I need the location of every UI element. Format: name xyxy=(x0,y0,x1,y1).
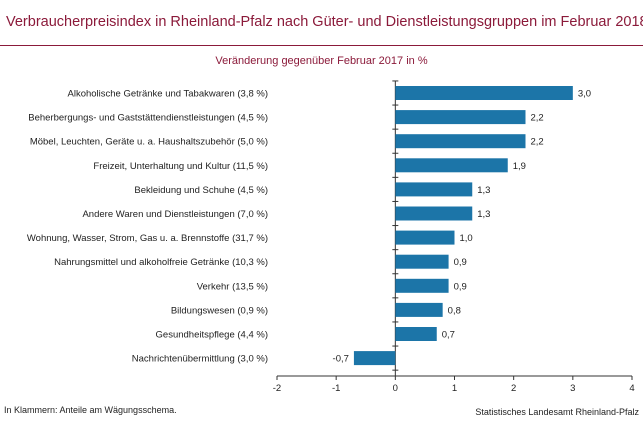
bar xyxy=(395,302,443,317)
x-tick-label: 0 xyxy=(393,383,398,394)
source-note: Statistisches Landesamt Rheinland-Pfalz xyxy=(475,407,639,417)
bar xyxy=(395,158,508,173)
value-label: 0,9 xyxy=(454,281,467,292)
bar xyxy=(395,110,526,125)
x-tick-label: -1 xyxy=(332,383,340,394)
title-divider xyxy=(0,45,643,46)
bar xyxy=(395,254,449,269)
value-label: 0,7 xyxy=(442,330,455,341)
bar xyxy=(395,230,455,245)
bar xyxy=(395,327,437,341)
category-label: Wohnung, Wasser, Strom, Gas u. a. Brenns… xyxy=(27,233,268,244)
value-label: 2,2 xyxy=(531,113,544,124)
x-tick-label: 4 xyxy=(629,383,634,394)
value-label: 3,0 xyxy=(578,89,591,100)
x-tick-label: 2 xyxy=(511,383,516,394)
bar xyxy=(395,206,473,221)
category-label: Möbel, Leuchten, Geräte u. a. Haushaltsz… xyxy=(30,137,268,148)
value-label: 0,8 xyxy=(448,305,461,316)
bar xyxy=(353,351,396,366)
x-tick-label: -2 xyxy=(273,383,281,394)
value-label: 1,0 xyxy=(460,233,473,244)
value-label: 0,9 xyxy=(454,257,467,268)
category-label: Beherbergungs- und Gaststättendienstleis… xyxy=(28,113,268,124)
bar xyxy=(395,182,473,197)
value-label: 1,3 xyxy=(477,185,490,196)
x-tick-label: 3 xyxy=(570,383,575,394)
x-tick-label: 1 xyxy=(452,383,457,394)
footnote: In Klammern: Anteile am Wägungsschema. xyxy=(4,405,177,415)
category-label: Freizeit, Unterhaltung und Kultur (11,5 … xyxy=(93,161,268,172)
category-label: Gesundheitspflege (4,4 %) xyxy=(156,330,268,341)
category-label: Andere Waren und Dienstleistungen (7,0 %… xyxy=(82,209,268,220)
chart-title: Verbraucherpreisindex in Rheinland-Pfalz… xyxy=(6,14,643,30)
category-label: Bildungswesen (0,9 %) xyxy=(171,305,268,316)
bar xyxy=(395,86,573,100)
value-label: 2,2 xyxy=(531,137,544,148)
bar xyxy=(395,278,449,293)
chart-subtitle: Veränderung gegenüber Februar 2017 in % xyxy=(215,55,428,67)
category-label: Alkoholische Getränke und Tabakwaren (3,… xyxy=(68,89,269,100)
category-label: Nachrichtenübermittlung (3,0 %) xyxy=(132,354,268,365)
category-label: Nahrungsmittel und alkoholfreie Getränke… xyxy=(54,257,268,268)
value-label: 1,3 xyxy=(477,209,490,220)
value-label: 1,9 xyxy=(513,161,526,172)
category-label: Bekleidung und Schuhe (4,5 %) xyxy=(134,185,268,196)
category-label: Verkehr (13,5 %) xyxy=(197,281,268,292)
bar xyxy=(395,134,526,149)
value-label: -0,7 xyxy=(333,354,349,365)
